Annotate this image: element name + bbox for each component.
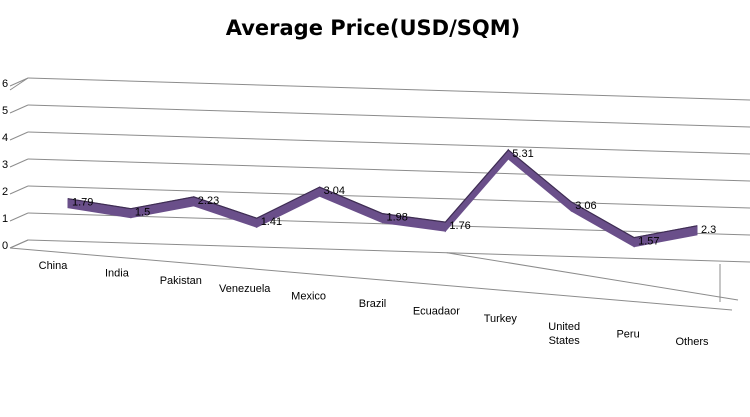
data-label: 2.23 (198, 195, 219, 207)
x-tick-label: India (105, 268, 130, 280)
data-label: 1.5 (135, 207, 150, 219)
floor-front-edge (9, 247, 733, 311)
series-line (67, 148, 698, 248)
x-tick-label: United States (548, 321, 580, 347)
x-tick-label: Venezuela (219, 283, 271, 295)
floor-diagonal-edge (446, 252, 739, 301)
data-labels: 1.79 1.5 2.23 1.41 3.04 1.98 1.76 5.31 3.06 1.57 2… (72, 148, 716, 248)
y-tick-label: 1 (2, 213, 8, 225)
chart-title: Average Price(USD/SQM) (226, 16, 521, 40)
gridline-side (9, 131, 29, 141)
data-label: 3.04 (324, 185, 345, 197)
gridline (27, 104, 750, 128)
y-tick-label: 2 (2, 186, 8, 198)
x-tick-label: Mexico (291, 290, 326, 302)
gridline-side (9, 158, 29, 168)
x-tick-label: China (39, 260, 69, 272)
gridline (27, 239, 750, 263)
y-tick-label: 4 (2, 132, 8, 144)
data-label: 2.3 (701, 224, 716, 236)
gridline (27, 131, 750, 155)
data-label: 1.79 (72, 197, 93, 209)
data-label: 1.41 (261, 216, 282, 228)
x-tick-label: Brazil (359, 298, 387, 310)
gridline (27, 77, 750, 101)
gridline-side (9, 77, 29, 87)
data-label: 1.76 (449, 220, 470, 232)
gridline (27, 158, 750, 182)
data-label: 1.98 (387, 212, 408, 224)
y-tick-label: 5 (2, 105, 8, 117)
x-tick-label: Others (675, 336, 709, 348)
side-wall-top-edge (9, 77, 29, 91)
x-tick-label: Ecuadaor (413, 306, 460, 318)
data-label: 5.31 (512, 148, 533, 160)
x-tick-label: Turkey (484, 313, 518, 325)
y-tick-label: 3 (2, 159, 8, 171)
y-tick-label: 6 (2, 78, 8, 90)
x-tick-label: Pakistan (160, 275, 202, 287)
line-segment (444, 148, 509, 233)
y-axis-ticks: 0 1 2 3 4 5 6 (2, 78, 8, 252)
gridline-side (9, 185, 29, 195)
gridline (27, 185, 750, 209)
chart-gridlines (9, 77, 750, 263)
gridline-side (9, 104, 29, 114)
y-tick-label: 0 (2, 240, 8, 252)
gridline-side (9, 212, 29, 222)
gridline-side (9, 239, 29, 249)
x-tick-label: Peru (616, 328, 639, 340)
data-label: 3.06 (575, 200, 596, 212)
data-label: 1.57 (638, 236, 659, 248)
line-top-edge (67, 149, 698, 239)
x-axis-ticks: China India Pakistan Venezuela Mexico Brazil E… (39, 260, 709, 348)
